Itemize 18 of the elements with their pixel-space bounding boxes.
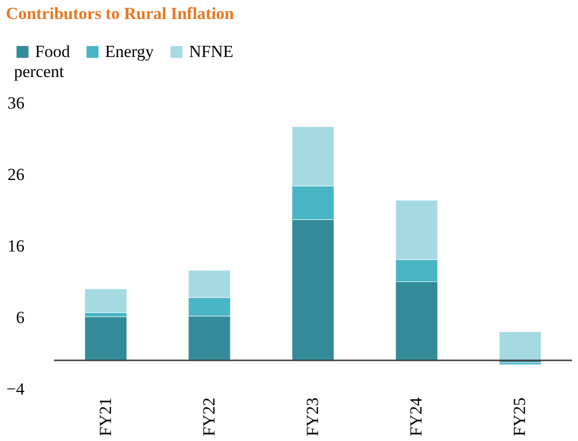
x-tick-label: FY24 — [406, 397, 426, 436]
y-tick-label: 26 — [8, 165, 24, 184]
y-axis-title: percent — [14, 62, 64, 81]
chart-title: Contributors to Rural Inflation — [6, 4, 235, 23]
y-tick-label: 16 — [8, 236, 24, 256]
legend-label: Food — [35, 42, 70, 61]
x-tick-label: FY25 — [510, 398, 530, 436]
bar — [498, 332, 542, 361]
bar — [84, 316, 128, 361]
x-tick-label: FY22 — [199, 398, 218, 436]
y-tick-label: −4 — [6, 380, 25, 398]
legend-label: Energy — [105, 42, 154, 61]
bar — [84, 288, 128, 313]
x-tick-label: FY23 — [303, 398, 322, 436]
y-tick-label: 36 — [8, 94, 24, 112]
x-tick-label: FY21 — [96, 398, 115, 436]
legend-label: NFNE — [189, 42, 234, 61]
y-tick-label: 6 — [16, 308, 24, 327]
